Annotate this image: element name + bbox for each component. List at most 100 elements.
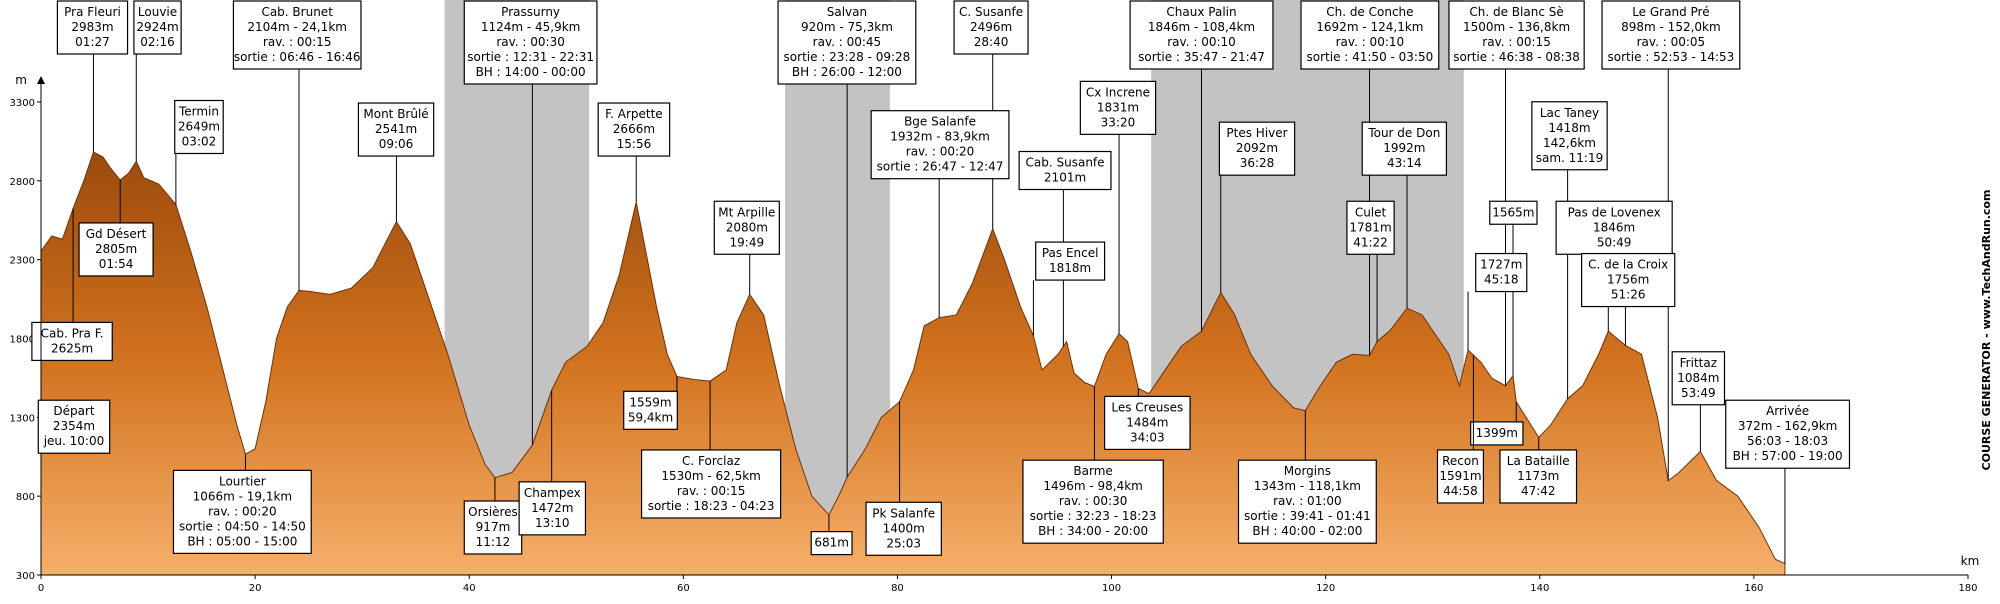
waypoint-text: 372m - 162,9km: [1738, 419, 1838, 433]
waypoint-box: [172, 469, 312, 554]
waypoint-text: Barme: [1073, 464, 1112, 478]
x-tick-label: 80: [891, 583, 904, 594]
waypoint-text: rav. : 00:30: [1059, 494, 1128, 508]
waypoint-text: 59,4km: [628, 410, 673, 424]
waypoint-text: BH : 26:00 - 12:00: [792, 65, 902, 79]
waypoint-text: 41:22: [1353, 235, 1388, 249]
waypoint-text: rav. : 00:45: [813, 35, 882, 49]
x-tick-label: 60: [677, 583, 690, 594]
waypoint-text: 28:40: [974, 35, 1009, 49]
waypoint-text: 917m: [476, 520, 511, 534]
x-tick-label: 140: [1530, 583, 1549, 594]
y-axis-arrow: [37, 76, 45, 84]
waypoint-text: BH : 40:00 - 02:00: [1252, 524, 1362, 538]
waypoint-text: 1932m - 83,9km: [890, 130, 990, 144]
waypoint-text: Frittaz: [1680, 356, 1717, 370]
waypoint-text: sam. 11:19: [1536, 151, 1604, 165]
y-tick-label: 2800: [10, 177, 35, 188]
waypoint-text: rav. : 00:20: [906, 145, 975, 159]
waypoint-text: 1343m - 118,1km: [1254, 479, 1361, 493]
waypoint-box: [1601, 0, 1741, 70]
waypoint-text: La Bataille: [1507, 454, 1570, 468]
waypoint-text: 2080m: [726, 220, 768, 234]
waypoint-box: [1725, 399, 1851, 469]
waypoint-text: 2092m: [1236, 141, 1278, 155]
waypoint-text: 53:49: [1681, 386, 1716, 400]
waypoint-text: sortie : 32:23 - 18:23: [1030, 509, 1157, 523]
waypoint-text: Termin: [178, 104, 219, 118]
waypoint-text: 2666m: [613, 122, 655, 136]
waypoint-text: rav. : 00:15: [1482, 35, 1551, 49]
waypoint-box: [37, 399, 111, 454]
waypoint-text: sortie : 39:41 - 01:41: [1244, 509, 1371, 523]
waypoint-box: [1475, 252, 1528, 293]
waypoint-text: Pas de Lovenex: [1568, 205, 1661, 219]
waypoint-text: 1400m: [883, 521, 925, 535]
waypoint-text: 45:18: [1484, 273, 1519, 287]
y-tick-label: 1300: [10, 413, 35, 424]
waypoint-text: Recon: [1442, 454, 1479, 468]
waypoint-text: rav. : 00:30: [496, 35, 565, 49]
waypoint-text: 1756m: [1607, 273, 1649, 287]
waypoint-text: Pas Encel: [1042, 246, 1099, 260]
waypoint-box: [1671, 351, 1726, 406]
waypoint-text: 13:10: [535, 516, 570, 530]
waypoint-box: [78, 222, 154, 277]
waypoint-text: 1559m: [629, 395, 671, 409]
waypoint-box: [953, 0, 1029, 55]
waypoint-text: Cab. Susanfe: [1026, 156, 1105, 170]
waypoint-text: Ch. de Blanc Sè: [1469, 5, 1563, 19]
waypoint-box: [1581, 252, 1676, 308]
waypoint-text: Tour de Don: [1367, 126, 1440, 140]
waypoint-text: Mont Brûlé: [363, 107, 428, 121]
waypoint-box: [810, 531, 853, 556]
waypoint-text: Bge Salanfe: [904, 115, 976, 129]
waypoint-text: 51:26: [1611, 288, 1646, 302]
waypoint-text: C. Forclaz: [682, 454, 740, 468]
waypoint-text: 2924m: [136, 20, 178, 34]
waypoint-text: Cab. Pra F.: [41, 326, 104, 340]
waypoint-text: sortie : 12:31 - 22:31: [467, 50, 594, 64]
waypoint-text: 1530m - 62,5km: [661, 469, 761, 483]
waypoint-text: 1066m - 19,1km: [193, 489, 293, 503]
x-tick-label: 40: [463, 583, 476, 594]
waypoint-text: BH : 34:00 - 20:00: [1038, 524, 1148, 538]
y-tick-label: 300: [16, 571, 35, 582]
waypoint-box: [174, 99, 224, 155]
waypoint-text: 2101m: [1044, 171, 1086, 185]
waypoint-text: jeu. 10:00: [43, 434, 105, 448]
waypoint-text: 1399m: [1476, 426, 1518, 440]
waypoint-text: Pra Fleuri: [64, 5, 121, 19]
waypoint-text: Ch. de Conche: [1326, 5, 1413, 19]
waypoint-box: [463, 0, 598, 85]
waypoint-box: [56, 0, 129, 55]
waypoint-text: 1992m: [1383, 141, 1425, 155]
waypoint-text: Pk Salanfe: [872, 506, 935, 520]
waypoint-text: 44:58: [1443, 484, 1478, 498]
waypoint-text: 681m: [814, 536, 849, 550]
waypoint-box: [623, 390, 678, 430]
waypoint-text: 56:03 - 18:03: [1747, 434, 1828, 448]
waypoint-box: [1448, 0, 1585, 70]
y-tick-label: 1800: [10, 335, 35, 346]
waypoint-text: 1818m: [1049, 261, 1091, 275]
waypoint-text: 1418m: [1548, 121, 1590, 135]
waypoint-text: sortie : 06:46 - 16:46: [234, 50, 361, 64]
waypoint-text: 1500m - 136,8km: [1463, 20, 1570, 34]
waypoint-text: 19:49: [730, 235, 765, 249]
waypoint-text: F. Arpette: [605, 107, 663, 121]
waypoint-text: 09:06: [379, 137, 414, 151]
waypoint-box: [518, 481, 587, 536]
waypoint-box: [777, 0, 917, 85]
waypoint-text: 01:54: [99, 257, 134, 271]
y-axis-label: m: [15, 73, 27, 87]
x-tick-label: 0: [38, 583, 44, 594]
x-tick-label: 180: [1958, 583, 1977, 594]
waypoint-text: 02:16: [140, 35, 175, 49]
credit: COURSE GENERATOR - www.TechAndRun.com: [1980, 190, 1993, 471]
x-tick-label: 100: [1102, 583, 1121, 594]
waypoint-box: [713, 200, 780, 255]
waypoint-text: 2104m - 24,1km: [247, 20, 347, 34]
waypoint-text: 1781m: [1349, 220, 1391, 234]
